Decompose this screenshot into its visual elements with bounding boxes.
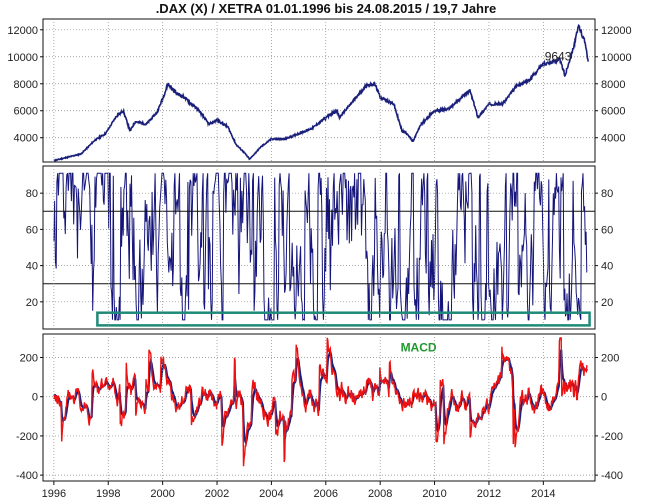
y-tick-label-left: 60 [26, 224, 38, 236]
y-tick-label-right: 6000 [601, 106, 625, 118]
price-panel-frame [42, 18, 596, 163]
x-tick-label: 2012 [477, 488, 501, 500]
y-tick-label-left: 80 [26, 188, 38, 200]
y-tick-label-right: 8000 [601, 79, 625, 91]
macd-line [53, 337, 588, 467]
y-tick-label-left: 0 [32, 392, 38, 404]
price-grid [43, 29, 595, 139]
oscillator-panel: 20 20 40 40 60 60 80 80 [26, 165, 614, 330]
macd-panel-frame [42, 333, 596, 482]
y-tick-label-left: 6000 [14, 106, 38, 118]
oscillator-panel-frame [42, 165, 596, 330]
x-tick-label: 2004 [259, 488, 283, 500]
y-tick-label-right: 80 [601, 188, 613, 200]
y-tick-label-right: -400 [601, 470, 623, 482]
x-tick-label: 2014 [531, 488, 555, 500]
y-tick-label-right: -200 [601, 431, 623, 443]
oscillator-axis-ticks: 20 20 40 40 60 60 80 80 [26, 188, 614, 309]
price-axis-ticks: 4000 4000 6000 6000 8000 8000 10000 10000 12000 1… [7, 25, 631, 145]
y-tick-label-left: -200 [16, 431, 38, 443]
x-tick-label: 2000 [150, 488, 174, 500]
y-tick-label-left: 10000 [7, 52, 38, 64]
macd-axis-ticks: -400 -400 -200 -200 0 0 200 200 [16, 353, 623, 483]
macd-signal-line [53, 348, 588, 447]
y-tick-label-left: 20 [26, 297, 38, 309]
y-tick-label-left: 12000 [7, 25, 38, 37]
last-price-label: 9643 [545, 50, 572, 64]
y-tick-label-right: 4000 [601, 133, 625, 145]
oscillator-series-line [53, 172, 588, 321]
y-tick-label-right: 60 [601, 224, 613, 236]
y-tick-label-left: 200 [20, 353, 38, 365]
macd-panel: -400 -400 -200 -200 0 0 200 200 MACD [16, 333, 623, 483]
x-tick-label: 2010 [422, 488, 446, 500]
y-tick-label-right: 10000 [601, 52, 632, 64]
y-tick-label-left: 8000 [14, 79, 38, 91]
y-tick-label-right: 40 [601, 261, 613, 273]
y-tick-label-left: 4000 [14, 133, 38, 145]
x-tick-label: 2008 [368, 488, 392, 500]
price-series-line [53, 23, 589, 162]
x-tick-label: 2002 [205, 488, 229, 500]
y-tick-label-right: 12000 [601, 25, 632, 37]
x-tick-label: 1996 [42, 488, 66, 500]
y-tick-label-right: 200 [601, 353, 619, 365]
x-tick-label: 1998 [96, 488, 120, 500]
x-tick-label: 2006 [314, 488, 338, 500]
macd-label: MACD [401, 341, 437, 355]
oversold-highlight-box [96, 311, 591, 327]
y-tick-label-right: 20 [601, 297, 613, 309]
y-tick-label-left: -400 [16, 470, 38, 482]
y-tick-label-left: 40 [26, 261, 38, 273]
time-axis-ticks: 1996 1998 2000 2002 2004 2006 2008 2010 2012 2014 [42, 19, 556, 500]
y-tick-label-right: 0 [601, 392, 607, 404]
chart-title: .DAX (X) / XETRA 01.01.1996 bis 24.08.20… [155, 1, 497, 16]
oscillator-reference-lines [43, 210, 595, 285]
price-panel: 4000 4000 6000 6000 8000 8000 10000 10000 12000 1… [7, 18, 632, 163]
